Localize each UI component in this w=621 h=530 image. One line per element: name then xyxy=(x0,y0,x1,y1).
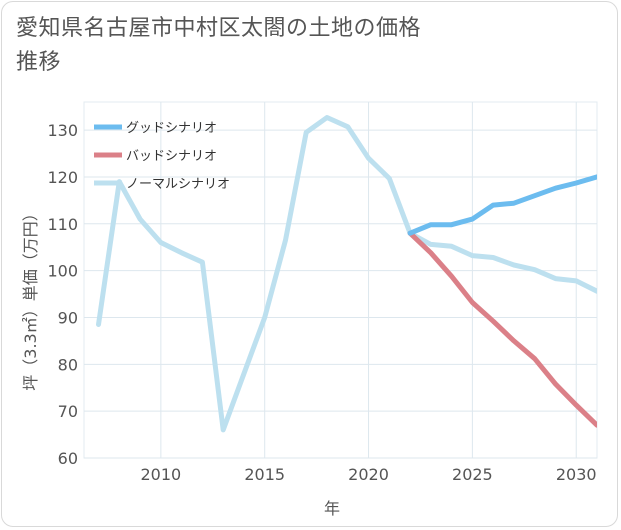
y-axis-title: 坪（3.3㎡）単価（万円） xyxy=(21,205,40,390)
series-line-0 xyxy=(407,174,597,236)
legend-item-2[interactable]: ノーマルシナリオ xyxy=(94,177,230,192)
y-tick-label: 60 xyxy=(58,449,78,468)
y-tick-label: 110 xyxy=(47,215,78,234)
legend-item-1[interactable]: バッドシナリオ xyxy=(94,149,217,164)
y-tick-label: 130 xyxy=(47,121,78,140)
legend-label: グッドシナリオ xyxy=(126,121,217,136)
x-axis-ticks: 2010 2015 2020 2025 2030 xyxy=(140,465,596,484)
y-tick-label: 100 xyxy=(47,262,78,281)
y-tick-label: 90 xyxy=(58,308,78,327)
x-tick-label: 2020 xyxy=(348,465,389,484)
x-tick-label: 2025 xyxy=(452,465,493,484)
y-tick-label: 120 xyxy=(47,168,78,187)
y-tick-label: 80 xyxy=(58,355,78,374)
legend-label: バッドシナリオ xyxy=(126,149,217,164)
legend-item-0[interactable]: グッドシナリオ xyxy=(94,121,217,136)
chart-title: 愛知県名古屋市中村区太閤の土地の価格推移 xyxy=(16,16,422,75)
x-tick-label: 2015 xyxy=(244,465,285,484)
y-axis-ticks: 60 70 80 90 100 110 120 130 xyxy=(47,121,78,468)
series-lines xyxy=(96,115,597,433)
x-tick-label: 2030 xyxy=(556,465,597,484)
x-tick-label: 2010 xyxy=(140,465,181,484)
y-tick-label: 70 xyxy=(58,402,78,421)
series-line-2 xyxy=(96,115,597,433)
x-axis-title: 年 xyxy=(324,499,340,518)
legend-label: ノーマルシナリオ xyxy=(126,177,230,192)
series-line-1 xyxy=(407,230,597,428)
